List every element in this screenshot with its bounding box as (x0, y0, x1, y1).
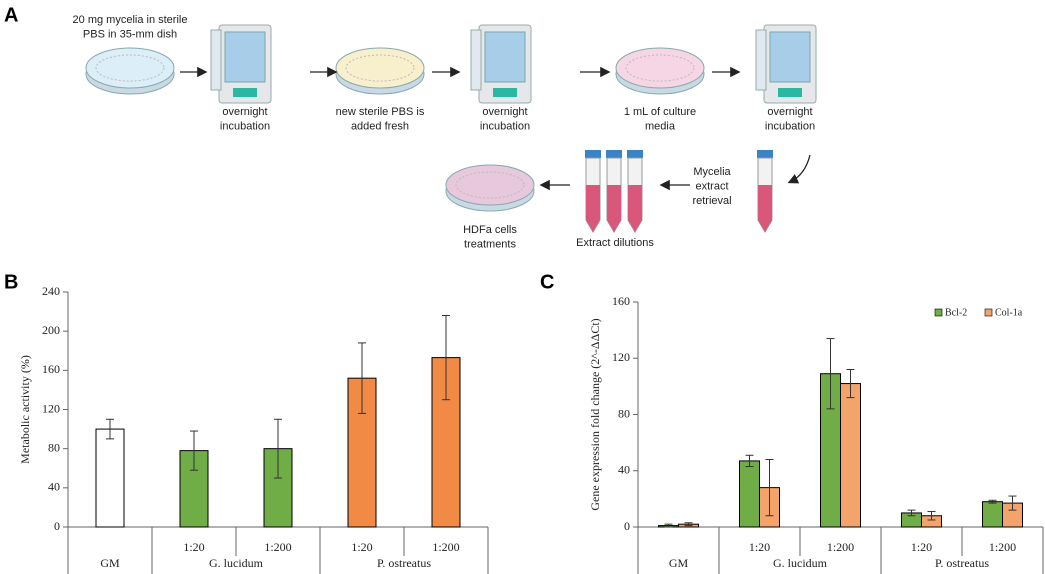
y-tick-label: 120 (612, 350, 630, 364)
group-label: GM (669, 556, 689, 570)
step-caption: 20 mg mycelia in sterile (73, 14, 188, 26)
y-tick-label: 240 (42, 284, 60, 298)
legend-swatch (984, 308, 993, 317)
x-tick-label: 1:20 (183, 540, 204, 554)
step-caption: Mycelia (693, 166, 731, 178)
step-caption: 1 mL of culture (624, 106, 696, 118)
bar (840, 383, 861, 528)
x-tick-label: 1:200 (264, 540, 291, 554)
legend-label: Col-1a (995, 307, 1023, 318)
legend-label: Bcl-2 (945, 307, 967, 318)
group-label: P. ostreatus (935, 556, 989, 570)
group-label: P. ostreatus (377, 556, 431, 570)
y-tick-label: 160 (42, 362, 60, 376)
legend-swatch (934, 308, 943, 317)
panel-label: A (4, 4, 18, 26)
group-label: GM (100, 556, 120, 570)
bar (739, 460, 760, 528)
step-caption: treatments (464, 238, 516, 250)
y-tick-label: 0 (624, 519, 630, 533)
step-caption: new sterile PBS is (336, 106, 425, 118)
x-tick-label: 1:200 (989, 540, 1016, 554)
y-axis-label: Metabolic activity (%) (18, 355, 32, 464)
group-label: G. lucidum (773, 556, 828, 570)
step-caption: incubation (765, 120, 815, 132)
y-tick-label: 80 (48, 440, 60, 454)
y-axis-label: Gene expression fold change (2^-ΔΔCt) (588, 318, 602, 510)
step-caption: PBS in 35-mm dish (83, 28, 177, 40)
diagram-art (85, 24, 817, 233)
panel-label: C (540, 271, 554, 293)
x-tick-label: 1:20 (749, 540, 770, 554)
bar (95, 428, 125, 528)
step-caption: media (645, 120, 676, 132)
y-tick-label: 120 (42, 401, 60, 415)
step-caption: extract (695, 180, 728, 192)
step-caption: incubation (480, 120, 530, 132)
step-caption: Extract dilutions (576, 237, 654, 249)
x-tick-label: 1:200 (827, 540, 854, 554)
y-tick-label: 40 (48, 480, 60, 494)
step-caption: overnight (767, 106, 812, 118)
x-tick-label: 1:20 (911, 540, 932, 554)
bar (982, 501, 1003, 528)
step-caption: overnight (222, 106, 267, 118)
x-tick-label: 1:200 (432, 540, 459, 554)
step-caption: retrieval (692, 195, 731, 207)
panel-label: B (4, 271, 18, 293)
y-tick-label: 200 (42, 323, 60, 337)
x-tick-label: 1:20 (351, 540, 372, 554)
group-label: G. lucidum (209, 556, 264, 570)
step-caption: overnight (482, 106, 527, 118)
y-tick-label: 0 (54, 519, 60, 533)
y-tick-label: 40 (618, 463, 630, 477)
y-tick-label: 80 (618, 406, 630, 420)
y-tick-label: 160 (612, 294, 630, 308)
step-caption: added fresh (351, 120, 409, 132)
step-caption: incubation (220, 120, 270, 132)
step-caption: HDFa cells (463, 224, 517, 236)
